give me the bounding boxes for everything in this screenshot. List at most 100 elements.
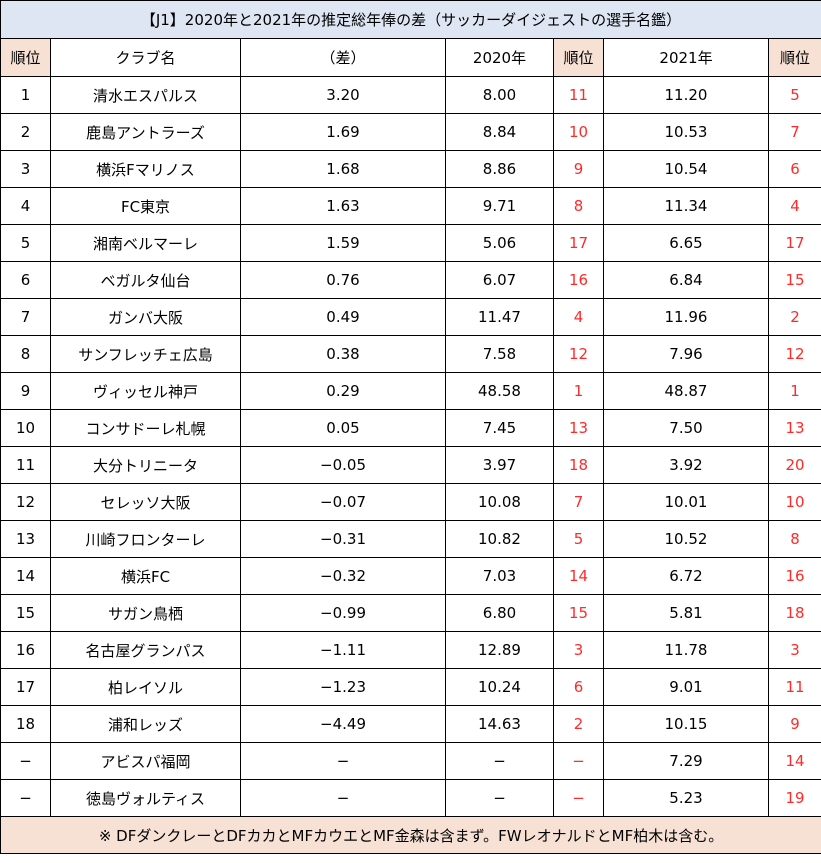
table-row: 13 川崎フロンターレ −0.31 10.82 5 10.52 8 <box>0 520 821 558</box>
table-row: 1 清水エスパルス 3.20 8.00 11 11.20 5 <box>0 76 821 114</box>
cell-rank-2020: − <box>553 779 604 817</box>
table-row: 8 サンフレッチェ広島 0.38 7.58 12 7.96 12 <box>0 335 821 373</box>
table-row: 2 鹿島アントラーズ 1.69 8.84 10 10.53 7 <box>0 113 821 151</box>
cell-rank-2020: − <box>553 742 604 780</box>
cell-rank-2021: 9 <box>767 705 821 743</box>
cell-club: 大分トリニータ <box>50 446 241 484</box>
cell-2021: 5.81 <box>603 594 769 632</box>
cell-2020: 9.71 <box>445 187 554 225</box>
cell-club: サンフレッチェ広島 <box>50 335 241 373</box>
cell-rank-2021: 7 <box>767 113 821 151</box>
cell-rank: 8 <box>0 335 51 373</box>
cell-diff: 1.68 <box>240 150 446 188</box>
cell-2020: 5.06 <box>445 224 554 262</box>
cell-club: 湘南ベルマーレ <box>50 224 241 262</box>
cell-rank-2020: 18 <box>553 446 604 484</box>
cell-2020: − <box>445 779 554 817</box>
table-row: − 徳島ヴォルティス − − −5.23 19 <box>0 779 821 817</box>
cell-2020: 10.24 <box>445 668 554 706</box>
cell-club: 浦和レッズ <box>50 705 241 743</box>
cell-2021: 3.92 <box>603 446 769 484</box>
footnote: ※ DFダンクレーとDFカカとMFカウエとMF金森は含まず。FWレオナルドとMF… <box>0 816 821 854</box>
cell-club: FC東京 <box>50 187 241 225</box>
cell-rank-2020: 5 <box>553 520 604 558</box>
table-row: 10 コンサドーレ札幌 0.05 7.45 13 7.50 13 <box>0 409 821 447</box>
cell-diff: −1.11 <box>240 631 446 669</box>
cell-rank-2021: 17 <box>767 224 821 262</box>
cell-rank-2021: 3 <box>767 631 821 669</box>
cell-rank-2021: 8 <box>767 520 821 558</box>
cell-2020: 7.03 <box>445 557 554 595</box>
cell-2021: 7.50 <box>603 409 769 447</box>
cell-rank-2020: 17 <box>553 224 604 262</box>
table-row: 14 横浜FC −0.32 7.03 14 6.72 16 <box>0 557 821 595</box>
cell-rank: 11 <box>0 446 51 484</box>
cell-rank-2021: 13 <box>767 409 821 447</box>
cell-rank-2021: 11 <box>767 668 821 706</box>
table-row: 4 FC東京 1.63 9.71 8 11.34 4 <box>0 187 821 225</box>
table-row: 6 ベガルタ仙台 0.76 6.07 16 6.84 15 <box>0 261 821 299</box>
cell-rank-2020: 3 <box>553 631 604 669</box>
cell-rank: 16 <box>0 631 51 669</box>
cell-rank-2021: 20 <box>767 446 821 484</box>
cell-rank-2020: 4 <box>553 298 604 336</box>
table-row: 15 サガン鳥栖 −0.99 6.80 15 5.81 18 <box>0 594 821 632</box>
cell-diff: 1.59 <box>240 224 446 262</box>
cell-2020: 7.58 <box>445 335 554 373</box>
cell-diff: − <box>240 779 446 817</box>
header-2021: 2021年 <box>603 38 769 77</box>
cell-2020: 3.97 <box>445 446 554 484</box>
cell-diff: −4.49 <box>240 705 446 743</box>
cell-rank-2021: 19 <box>767 779 821 817</box>
cell-2021: 10.53 <box>603 113 769 151</box>
cell-2021: 9.01 <box>603 668 769 706</box>
cell-2020: 8.84 <box>445 113 554 151</box>
note-row: ※ DFダンクレーとDFカカとMFカウエとMF金森は含まず。FWレオナルドとMF… <box>0 816 821 854</box>
cell-rank-2020: 6 <box>553 668 604 706</box>
cell-2020: 12.89 <box>445 631 554 669</box>
cell-rank-2020: 12 <box>553 335 604 373</box>
table-row: 7 ガンバ大阪 0.49 11.47 4 11.96 2 <box>0 298 821 336</box>
cell-rank: 6 <box>0 261 51 299</box>
cell-2020: 48.58 <box>445 372 554 410</box>
header-club: クラブ名 <box>50 38 241 77</box>
table-row: 18 浦和レッズ −4.49 14.63 2 10.15 9 <box>0 705 821 743</box>
cell-2020: 8.00 <box>445 76 554 114</box>
cell-diff: 0.05 <box>240 409 446 447</box>
cell-rank: 13 <box>0 520 51 558</box>
cell-rank-2021: 10 <box>767 483 821 521</box>
cell-2020: − <box>445 742 554 780</box>
cell-diff: 0.76 <box>240 261 446 299</box>
header-2020: 2020年 <box>445 38 554 77</box>
table-row: 11 大分トリニータ −0.05 3.97 18 3.92 20 <box>0 446 821 484</box>
cell-rank: 9 <box>0 372 51 410</box>
cell-2020: 10.82 <box>445 520 554 558</box>
cell-2020: 7.45 <box>445 409 554 447</box>
cell-rank: 3 <box>0 150 51 188</box>
cell-rank-2020: 9 <box>553 150 604 188</box>
cell-2021: 10.54 <box>603 150 769 188</box>
cell-diff: 1.63 <box>240 187 446 225</box>
cell-2020: 10.08 <box>445 483 554 521</box>
cell-diff: − <box>240 742 446 780</box>
cell-2021: 11.34 <box>603 187 769 225</box>
cell-rank: − <box>0 779 51 817</box>
cell-rank: − <box>0 742 51 780</box>
cell-2021: 6.65 <box>603 224 769 262</box>
cell-rank: 17 <box>0 668 51 706</box>
cell-2021: 7.96 <box>603 335 769 373</box>
header-rank: 順位 <box>0 38 51 77</box>
cell-club: ベガルタ仙台 <box>50 261 241 299</box>
cell-rank: 2 <box>0 113 51 151</box>
table-row: 16 名古屋グランパス −1.11 12.89 3 11.78 3 <box>0 631 821 669</box>
cell-rank-2021: 15 <box>767 261 821 299</box>
cell-club: アビスパ福岡 <box>50 742 241 780</box>
cell-rank-2021: 2 <box>767 298 821 336</box>
cell-2020: 14.63 <box>445 705 554 743</box>
cell-2021: 7.29 <box>603 742 769 780</box>
header-row: 順位 クラブ名 （差） 2020年 順位 2021年 順位 <box>0 38 821 77</box>
cell-rank: 7 <box>0 298 51 336</box>
table-row: 17 柏レイソル −1.23 10.24 6 9.01 11 <box>0 668 821 706</box>
cell-rank-2020: 15 <box>553 594 604 632</box>
